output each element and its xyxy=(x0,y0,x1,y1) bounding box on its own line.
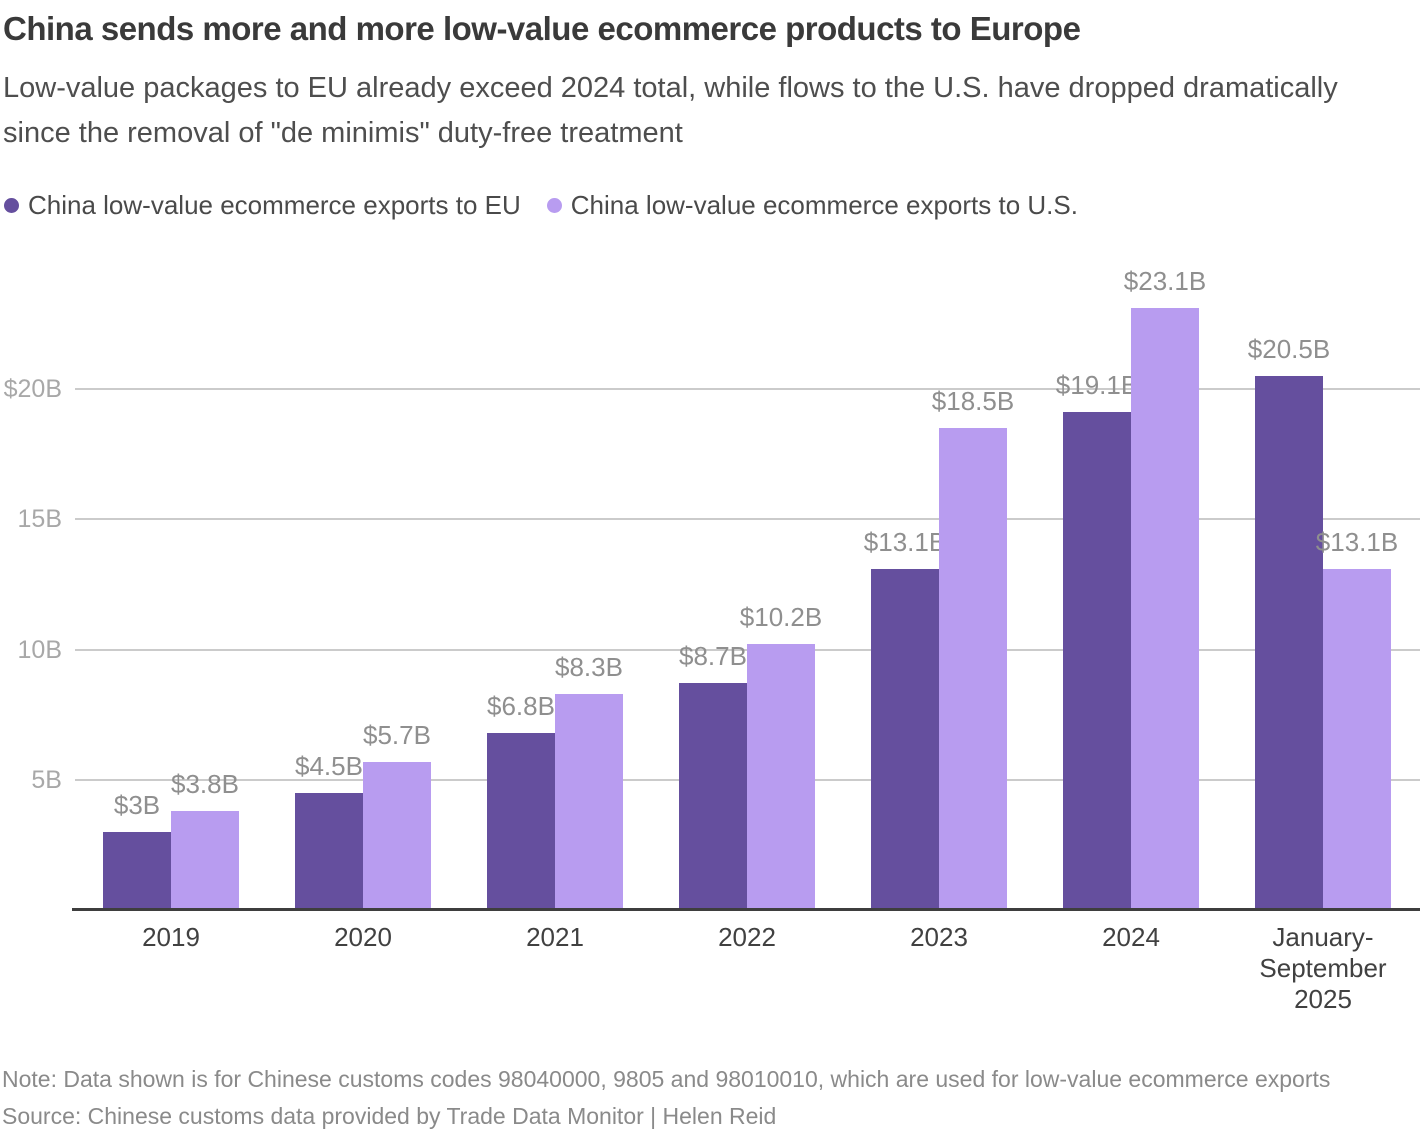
value-label-eu-6: $20.5B xyxy=(1247,333,1331,364)
bar-us-2024 xyxy=(1131,308,1199,910)
bar-eu-2019 xyxy=(103,831,171,910)
bar-eu-2021 xyxy=(487,732,555,910)
x-axis-label-4: 2023 xyxy=(910,922,968,952)
legend-label-eu: China low-value ecommerce exports to EU xyxy=(28,190,521,220)
bar-eu-2022 xyxy=(679,683,747,910)
bar-chart: 5B 10B 15B $20B $3B $3.8B 2019 $4.5B $5.7B 2020 $6… xyxy=(0,240,1420,1040)
bar-eu-2023 xyxy=(871,568,939,910)
gridline-15b xyxy=(75,518,1420,521)
legend-label-us: China low-value ecommerce exports to U.S… xyxy=(570,190,1078,220)
chart-source: Source: Chinese customs data provided by… xyxy=(2,1103,777,1129)
x-axis-label-2: 2021 xyxy=(526,922,584,952)
x-axis-label-0: 2019 xyxy=(142,922,200,952)
x-axis-label-6: January-September 2025 xyxy=(1259,922,1387,1014)
value-label-eu-0: $3B xyxy=(113,789,161,820)
value-label-eu-3: $8.7B xyxy=(679,641,747,672)
chart-title: China sends more and more low-value ecom… xyxy=(3,10,1081,47)
legend-item-eu: China low-value ecommerce exports to EU xyxy=(4,190,521,221)
bar-us-2023 xyxy=(939,428,1007,910)
x-axis-label-5: 2024 xyxy=(1102,922,1160,952)
bar-us-2019 xyxy=(171,811,239,910)
legend-dot-us-icon xyxy=(546,198,562,213)
value-label-us-5: $23.1B xyxy=(1123,266,1207,297)
y-axis-tick-20b: $20B xyxy=(3,375,62,403)
value-label-us-6: $13.1B xyxy=(1315,526,1399,557)
y-axis-tick-10b: 10B xyxy=(17,635,62,664)
bar-us-2021 xyxy=(555,693,623,910)
value-label-eu-2: $6.8B xyxy=(487,690,555,721)
value-label-us-0: $3.8B xyxy=(171,769,239,799)
value-label-us-3: $10.2B xyxy=(739,602,823,633)
bar-eu-2025 xyxy=(1255,375,1323,910)
legend-item-us: China low-value ecommerce exports to U.S… xyxy=(546,190,1078,221)
bar-us-2025 xyxy=(1323,568,1391,910)
legend: China low-value ecommerce exports to EU … xyxy=(4,190,1078,221)
y-axis-tick-15b: 15B xyxy=(17,505,62,534)
y-axis-tick-5b: 5B xyxy=(31,765,62,794)
x-axis-line xyxy=(72,908,1420,911)
value-label-eu-1: $4.5B xyxy=(295,750,363,781)
value-label-us-2: $8.3B xyxy=(555,651,623,682)
gridline-20b xyxy=(75,388,1420,390)
value-label-us-1: $5.7B xyxy=(363,719,431,750)
value-label-eu-4: $13.1B xyxy=(863,526,947,557)
value-label-eu-5: $19.1B xyxy=(1055,370,1139,401)
legend-dot-eu-icon xyxy=(4,198,19,213)
bar-us-2022 xyxy=(747,644,815,910)
value-label-us-4: $18.5B xyxy=(931,386,1015,417)
x-axis-label-1: 2020 xyxy=(334,922,392,952)
chart-subtitle: Low-value packages to EU already exceed … xyxy=(3,72,1338,149)
bar-eu-2024 xyxy=(1063,412,1131,910)
bar-eu-2020 xyxy=(295,792,363,910)
chart-note: Note: Data shown is for Chinese customs … xyxy=(2,1066,1331,1092)
x-axis-label-3: 2022 xyxy=(718,922,776,952)
bar-us-2020 xyxy=(363,761,431,910)
